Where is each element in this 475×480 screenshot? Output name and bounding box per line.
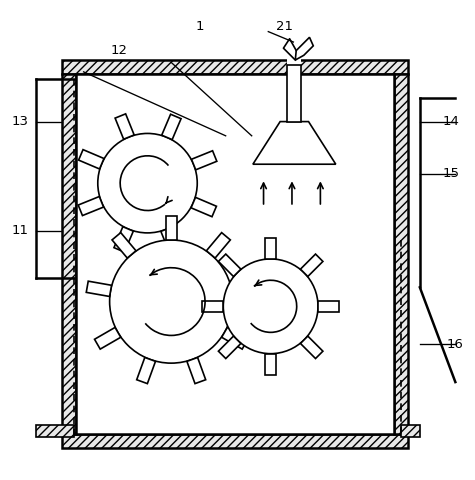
Polygon shape — [78, 196, 104, 216]
Polygon shape — [218, 254, 241, 276]
Text: 11: 11 — [11, 224, 28, 237]
Polygon shape — [165, 216, 177, 240]
Polygon shape — [78, 150, 104, 169]
Bar — [287, 65, 302, 121]
Polygon shape — [112, 233, 136, 258]
Text: 14: 14 — [442, 115, 459, 128]
Polygon shape — [266, 238, 276, 259]
Polygon shape — [253, 121, 336, 164]
Bar — [62, 60, 408, 74]
Text: 13: 13 — [11, 115, 28, 128]
Text: 12: 12 — [111, 44, 128, 57]
Polygon shape — [231, 281, 256, 297]
Bar — [62, 434, 408, 448]
Circle shape — [98, 133, 197, 233]
Text: 21: 21 — [276, 20, 294, 34]
Polygon shape — [266, 354, 276, 375]
Bar — [287, 59, 302, 75]
Circle shape — [110, 240, 233, 363]
Polygon shape — [86, 281, 112, 297]
Polygon shape — [95, 327, 121, 349]
Text: 16: 16 — [447, 338, 464, 351]
Circle shape — [223, 259, 318, 354]
Polygon shape — [301, 336, 323, 359]
Polygon shape — [137, 358, 155, 384]
Bar — [62, 74, 76, 434]
Polygon shape — [218, 336, 241, 359]
Polygon shape — [222, 327, 248, 349]
Polygon shape — [191, 151, 217, 170]
Polygon shape — [161, 227, 180, 252]
Bar — [36, 425, 74, 436]
Polygon shape — [114, 227, 133, 252]
Polygon shape — [162, 114, 181, 140]
Polygon shape — [115, 114, 134, 139]
Polygon shape — [207, 233, 230, 258]
Polygon shape — [202, 301, 223, 312]
Bar — [401, 425, 420, 436]
Text: 1: 1 — [195, 20, 204, 34]
Polygon shape — [318, 301, 339, 312]
Polygon shape — [301, 254, 323, 276]
Bar — [394, 74, 408, 434]
Polygon shape — [187, 358, 206, 384]
Polygon shape — [191, 197, 217, 216]
Bar — [76, 74, 394, 434]
Text: 15: 15 — [442, 167, 459, 180]
Polygon shape — [295, 37, 314, 60]
